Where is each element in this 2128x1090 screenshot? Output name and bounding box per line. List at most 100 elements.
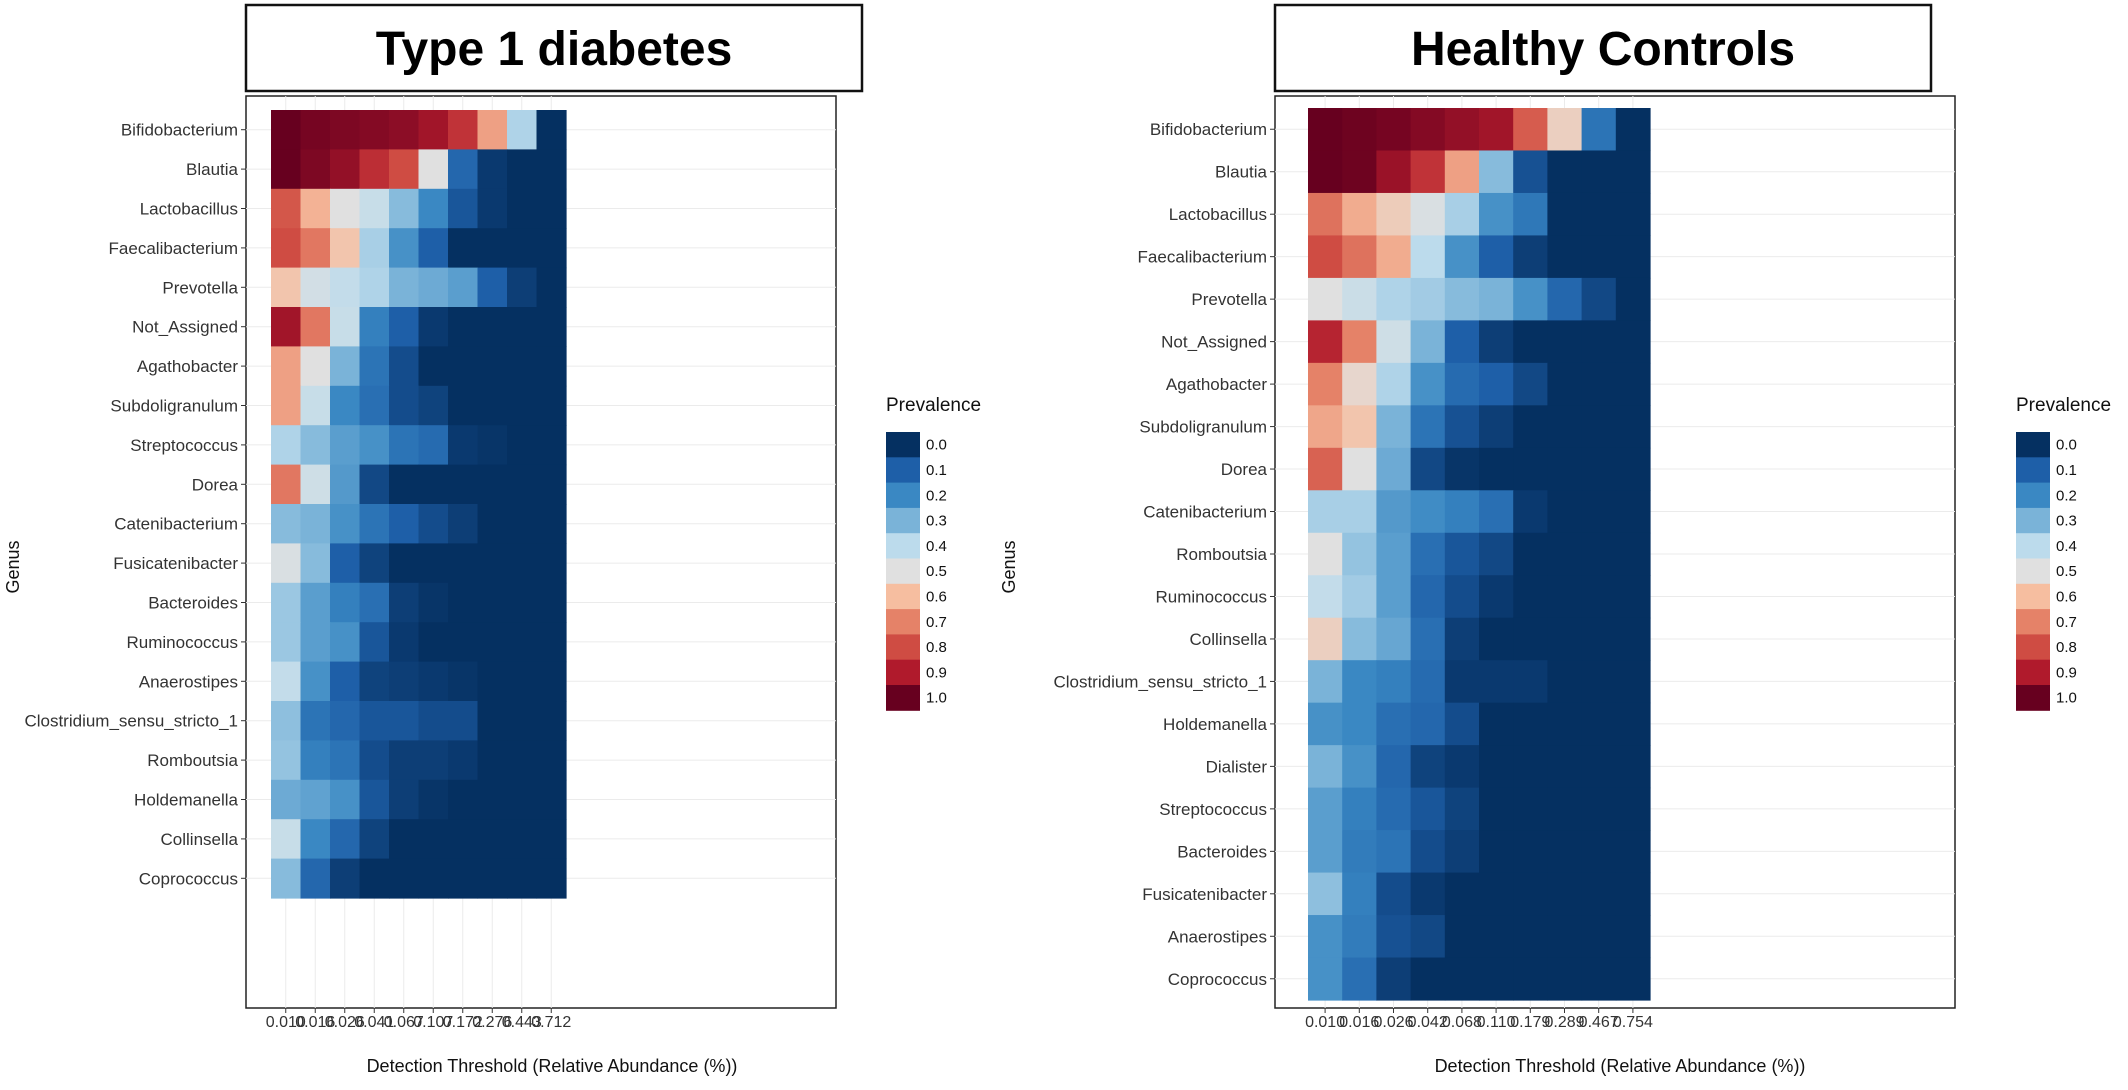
x-tick-label: 0.172 [443,1014,483,1031]
heatmap-cell [1513,872,1548,916]
heatmap-cell [1547,745,1583,789]
y-tick-label: Romboutsia [147,751,238,770]
heatmap-cell [1615,787,1651,831]
heatmap-cell [1479,575,1514,619]
heatmap-cell [1547,362,1583,406]
heatmap-cell [271,582,302,623]
heatmap-cell [1342,872,1377,916]
heatmap-cell [536,346,567,387]
y-tick-label: Faecalibacterium [1138,248,1267,267]
heatmap-cell [389,543,420,584]
heatmap-cell [1581,192,1617,237]
heatmap-cell [1444,362,1480,406]
heatmap-cell [1513,192,1548,237]
heatmap-cell [1581,745,1617,789]
y-tick-label: Anaerostipes [1168,927,1267,946]
heatmap-cell [1615,192,1651,237]
heatmap-cell [1342,532,1377,576]
legend-swatch [886,533,920,559]
heatmap-cell [1444,108,1480,152]
heatmap-cell [536,385,567,426]
heatmap-cell [1547,150,1583,194]
heatmap-cell [1376,787,1412,831]
heatmap-cell [1342,108,1377,152]
heatmap-cell [507,425,538,466]
heatmap-cell [1547,787,1583,831]
heatmap-cell [1479,532,1514,576]
heatmap-cell [300,307,331,347]
heatmap-cell [1410,447,1446,491]
heatmap-cell [418,385,449,426]
heatmap-cell [1308,490,1343,534]
x-tick-label: 0.289 [1544,1014,1584,1031]
x-tick-label: 0.712 [531,1014,571,1031]
heatmap-cell [448,622,479,663]
heatmap-cell [1376,915,1412,959]
heatmap-cell [1615,660,1651,704]
heatmap-cell [1581,575,1617,619]
heatmap-cell [1410,830,1446,874]
legend-title: Prevalence [886,395,981,416]
heatmap-cell [1342,617,1377,661]
heatmap-cell [1376,447,1412,491]
heatmap-cell [418,267,449,308]
heatmap-cell [536,543,567,584]
heatmap-cell [1615,830,1651,874]
heatmap-cell [1444,915,1480,959]
heatmap-cell [1444,787,1480,831]
heatmap-cell [1615,957,1651,1001]
y-tick-label: Not_Assigned [1161,333,1267,352]
heatmap-cell [477,504,508,544]
heatmap-cell [1479,702,1514,746]
heatmap-cell [359,307,390,347]
heatmap-cell [448,346,479,387]
heatmap-cell [536,149,567,190]
heatmap-cell [1444,447,1480,491]
heatmap-cell [300,740,331,781]
heatmap-cell [1513,320,1548,364]
heatmap-cell [300,267,331,308]
x-tick-label: 0.042 [1408,1014,1448,1031]
heatmap-cell [1547,872,1583,916]
heatmap-cell [477,779,508,820]
legend-label: 0.5 [2056,563,2077,580]
heatmap-cell [1444,277,1480,321]
x-tick-label: 0.107 [413,1014,453,1031]
heatmap-cell [300,819,331,860]
heatmap-cell [389,385,420,426]
heatmap-cell [1581,787,1617,831]
heatmap-cell [1444,575,1480,619]
heatmap-cell [1444,660,1480,704]
heatmap-cell [1547,320,1583,364]
heatmap-cell [448,543,479,584]
heatmap-cell [389,622,420,663]
heatmap-cell [1444,235,1480,279]
heatmap-cell [1376,830,1412,874]
heatmap-cell [1342,447,1377,491]
heatmap-cell [1410,277,1446,321]
y-tick-label: Agathobacter [137,357,238,376]
heatmap-cell [1615,915,1651,959]
heatmap-cell [1376,192,1412,237]
heatmap-cell [418,740,449,781]
heatmap-cell [448,779,479,820]
legend-swatch [886,659,920,686]
legend-swatch [2016,533,2050,559]
heatmap-cell [1308,660,1343,704]
heatmap-cell [1410,490,1446,534]
legend-swatch [2016,685,2050,711]
heatmap-cell [330,149,361,190]
heatmap-cell [1479,830,1514,874]
heatmap-cell [477,701,508,741]
heatmap-cell [1444,872,1480,916]
heatmap-cell [389,425,420,466]
heatmap-cell [536,582,567,623]
heatmap-cell [271,464,302,505]
heatmap-cell [1410,915,1446,959]
heatmap-cell [448,740,479,781]
legend-swatch [2016,609,2050,635]
heatmap-cell [389,779,420,820]
heatmap-cell [1376,320,1412,364]
heatmap-cell [1581,532,1617,576]
heatmap-cell [477,110,508,150]
